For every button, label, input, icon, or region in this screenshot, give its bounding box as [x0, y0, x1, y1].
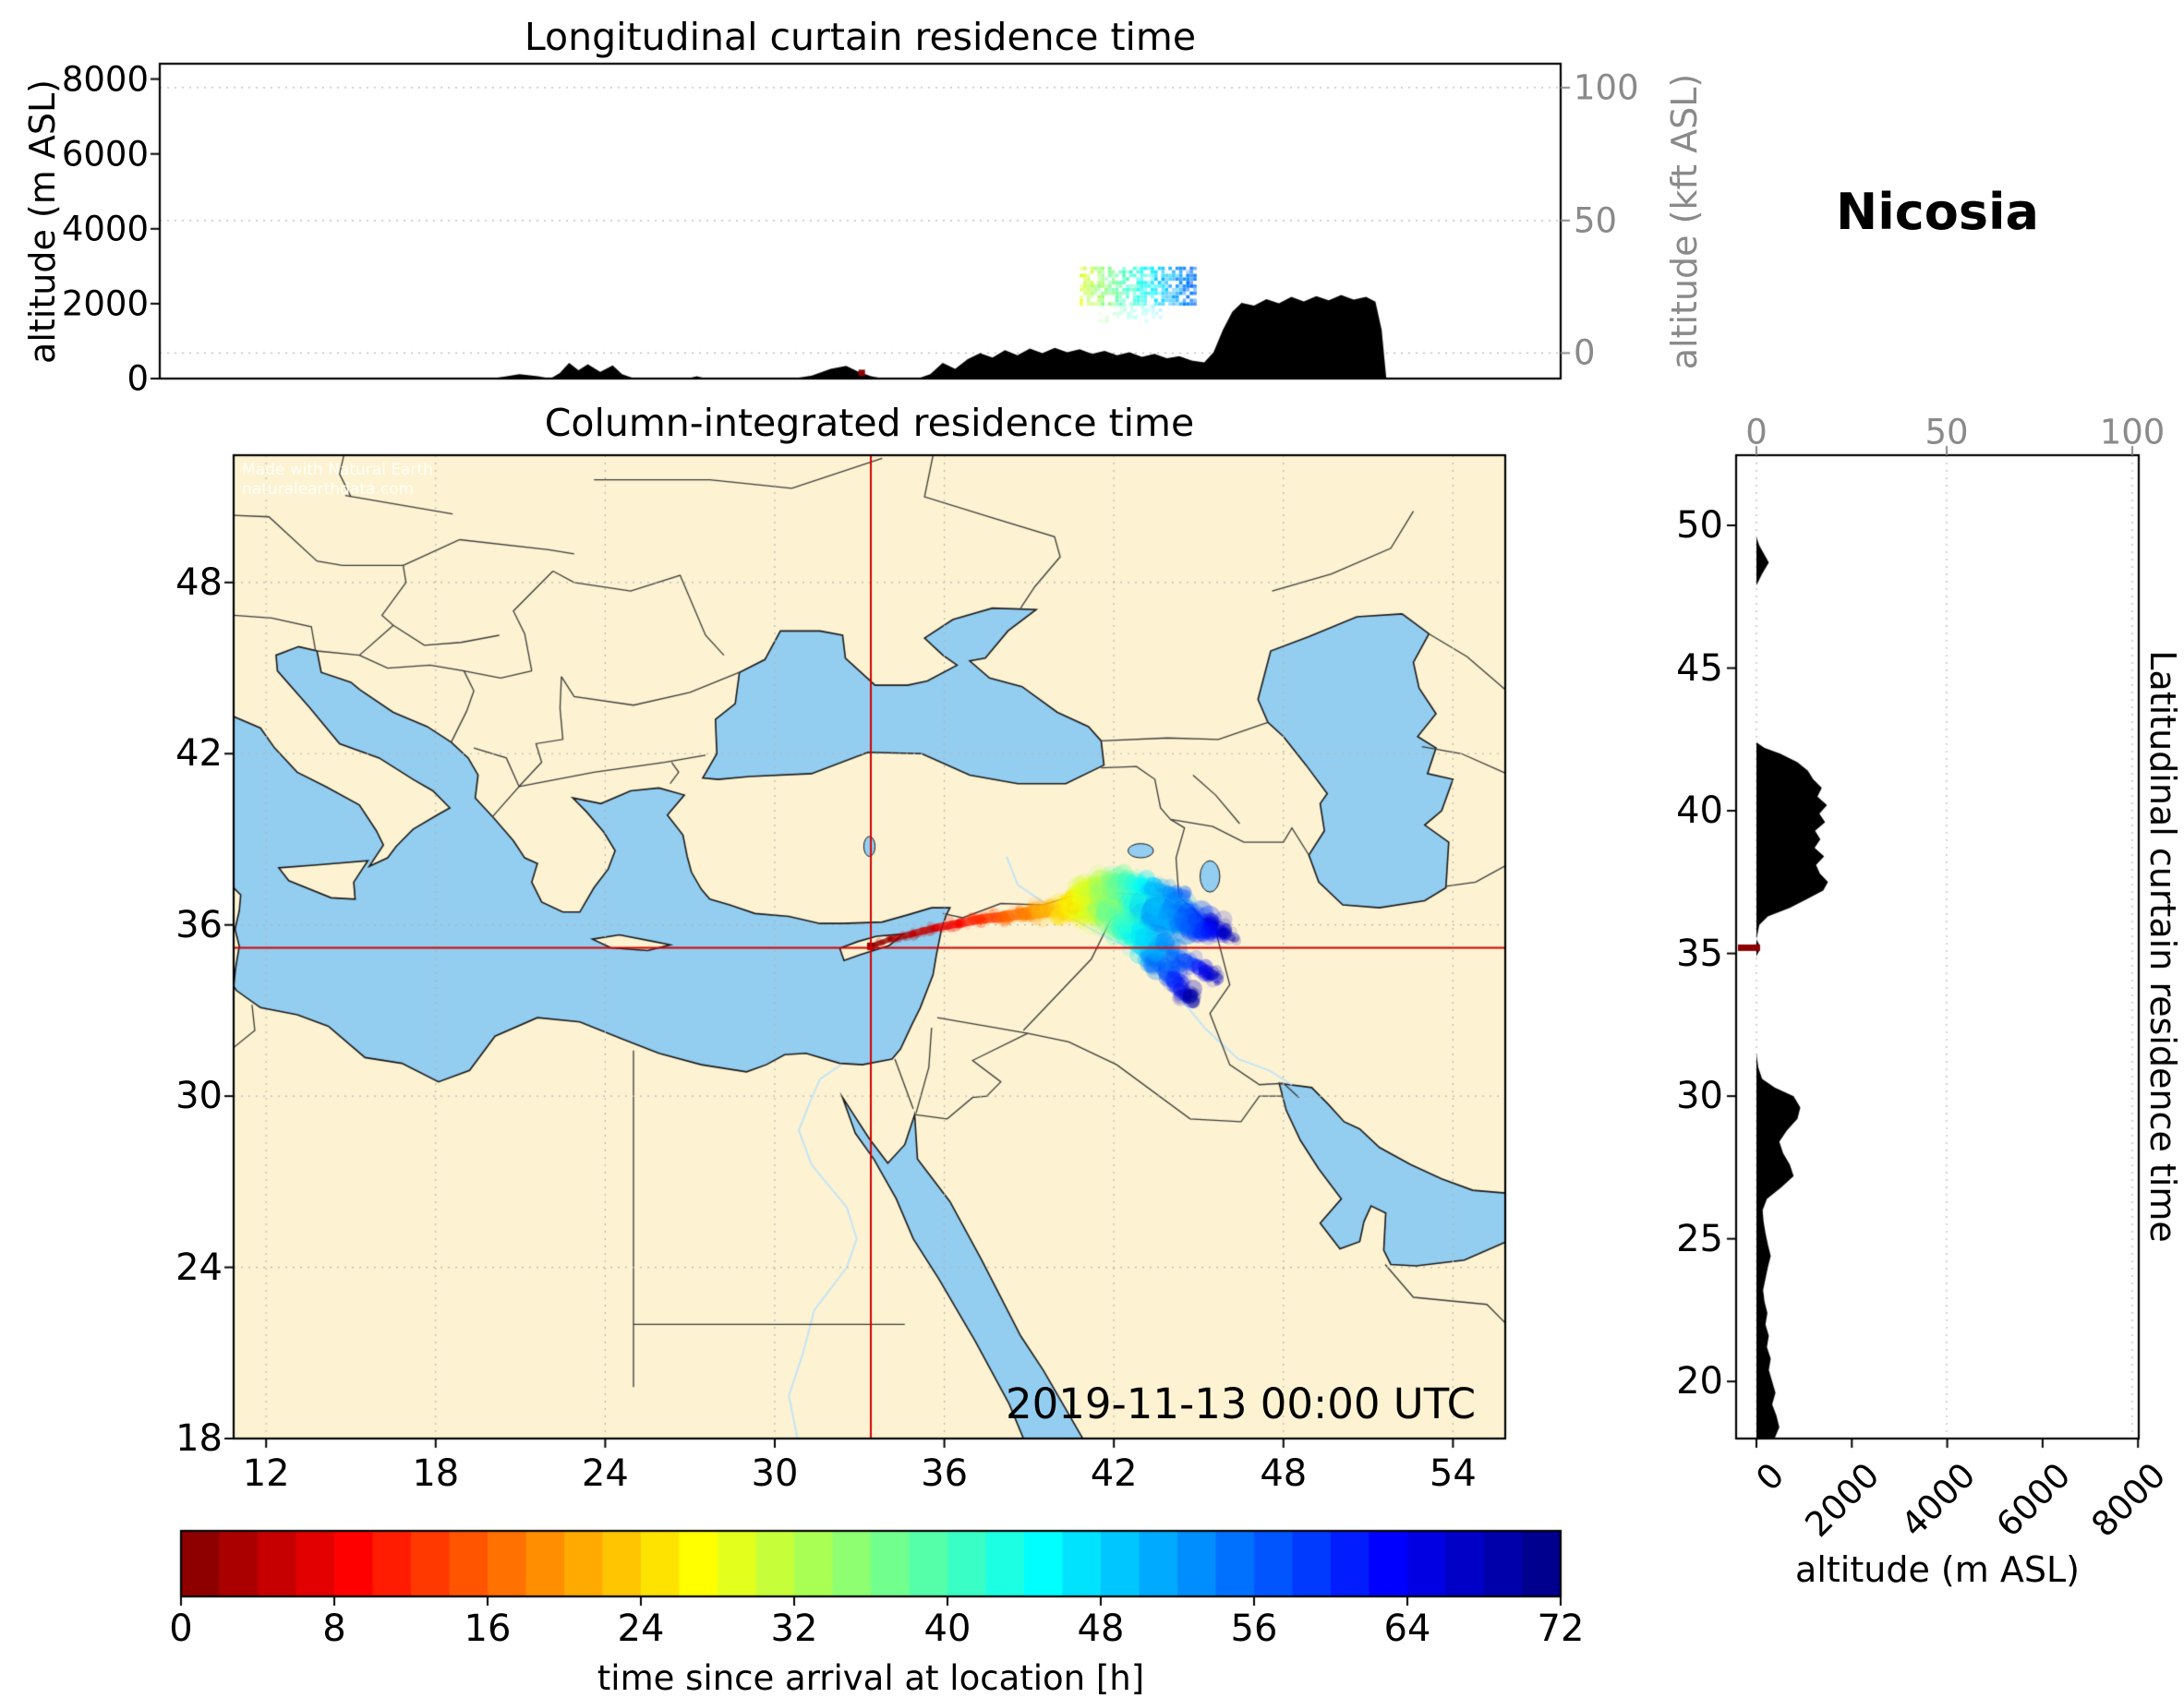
colorbar-tick: 40: [923, 1608, 971, 1650]
lat-kft-tick: 100: [2099, 412, 2166, 452]
lat-kft-tick: 0: [1745, 412, 1768, 452]
map-x-tick: 48: [1260, 1452, 1308, 1495]
top-panel-right-ylabel: altitude (kft ASL): [1664, 73, 1705, 370]
map-y-tick: 42: [175, 732, 223, 776]
map-x-tick: 30: [751, 1452, 799, 1495]
top-y-tick: 0: [127, 358, 149, 399]
top-y-tick: 2000: [61, 283, 149, 324]
map-x-tick: 36: [921, 1452, 969, 1495]
lat-panel-title: Latitudinal curtain residence time: [2142, 650, 2183, 1243]
map-x-tick: 12: [242, 1452, 290, 1495]
lat-y-tick: 20: [1676, 1360, 1723, 1403]
station-name: Nicosia: [1836, 183, 2039, 241]
map-x-tick: 42: [1090, 1452, 1138, 1495]
colorbar-tick: 8: [322, 1608, 346, 1650]
lat-y-tick: 50: [1676, 504, 1723, 548]
top-y-tick: 6000: [61, 134, 149, 175]
top-panel-title: Longitudinal curtain residence time: [524, 15, 1197, 59]
attribution-line2: naturalearthdata.com: [242, 480, 415, 499]
colorbar-tick: 64: [1383, 1608, 1431, 1650]
top-y-tick: 8000: [61, 59, 149, 100]
map-panel-title: Column-integrated residence time: [544, 401, 1195, 445]
map-y-tick: 30: [175, 1075, 223, 1118]
map-y-tick: 48: [175, 560, 223, 604]
top-kft-tick: 100: [1574, 67, 1639, 108]
lat-y-tick: 30: [1676, 1075, 1723, 1118]
lat-y-tick: 25: [1676, 1217, 1723, 1260]
attribution-line1: Made with Natural Earth: [242, 461, 433, 479]
lat-panel-xlabel: altitude (m ASL): [1795, 1549, 2080, 1590]
top-kft-tick: 0: [1574, 332, 1596, 373]
colorbar-tick: 24: [617, 1608, 665, 1650]
colorbar-tick: 32: [770, 1608, 818, 1650]
colorbar-tick: 48: [1077, 1608, 1125, 1650]
map-y-tick: 18: [175, 1417, 223, 1460]
colorbar-tick: 0: [169, 1608, 193, 1650]
colorbar-label: time since arrival at location [h]: [597, 1658, 1145, 1698]
colorbar-tick: 16: [464, 1608, 512, 1650]
lat-y-tick: 40: [1676, 789, 1723, 833]
map-x-tick: 18: [412, 1452, 460, 1495]
lat-y-tick: 35: [1676, 932, 1723, 975]
map-x-tick: 24: [581, 1452, 629, 1495]
map-y-tick: 24: [175, 1246, 223, 1289]
top-panel-ylabel: altitude (m ASL): [22, 79, 63, 364]
colorbar-tick: 56: [1230, 1608, 1278, 1650]
map-y-tick: 36: [175, 903, 223, 946]
lat-y-tick: 45: [1676, 646, 1723, 690]
top-y-tick: 4000: [61, 209, 149, 249]
lat-kft-tick: 50: [1925, 412, 1969, 452]
colorbar-tick: 72: [1537, 1608, 1585, 1650]
map-attribution: Made with Natural Earth naturalearthdata…: [242, 461, 433, 500]
map-timestamp: 2019-11-13 00:00 UTC: [1005, 1379, 1476, 1428]
top-kft-tick: 50: [1574, 200, 1618, 241]
map-x-tick: 54: [1429, 1452, 1477, 1495]
